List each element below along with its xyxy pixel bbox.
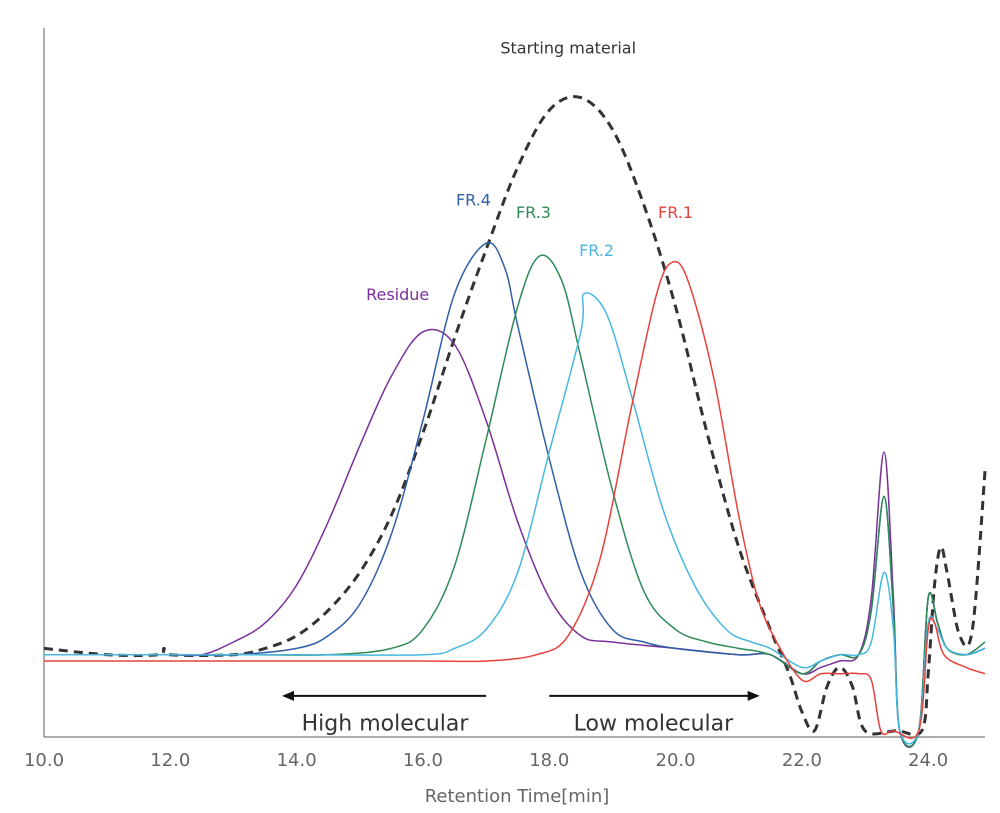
series-label: Residue [366, 285, 429, 304]
x-axis-title: Retention Time[min] [425, 786, 610, 807]
series-label: FR.2 [579, 241, 614, 260]
x-tick-label: 22.0 [782, 750, 822, 771]
series-label: Starting material [500, 38, 636, 57]
axes [43, 28, 985, 738]
series-labels: Starting material Residue FR.4 FR.3 FR.2 FR.1 [366, 38, 693, 304]
x-tick-label: 14.0 [277, 750, 317, 771]
annotation-label: High molecular [302, 712, 470, 737]
x-tick-label: 12.0 [150, 750, 190, 771]
annotations: High molecular Low molecular [281, 690, 760, 737]
series-line-fr-1 [44, 260, 986, 739]
series-line-starting-material [43, 95, 987, 737]
x-tick-label: 16.0 [403, 750, 443, 771]
x-tick-label: 24.0 [908, 750, 948, 771]
series-line-fr-2 [44, 292, 986, 745]
series-label: FR.4 [456, 190, 491, 209]
series-label: FR.1 [658, 203, 693, 222]
x-tick-label: 20.0 [656, 750, 696, 771]
x-tick-label: 10.0 [24, 750, 64, 771]
series-lines [43, 95, 987, 749]
series-line-fr-3 [44, 254, 986, 748]
x-tick-labels: 10.0 12.0 14.0 16.0 18.0 20.0 22.0 24.0 [24, 750, 948, 771]
series-label: FR.3 [516, 203, 551, 222]
annotation-label: Low molecular [574, 712, 734, 737]
x-tick-label: 18.0 [529, 750, 569, 771]
series-line-residue [44, 328, 986, 749]
